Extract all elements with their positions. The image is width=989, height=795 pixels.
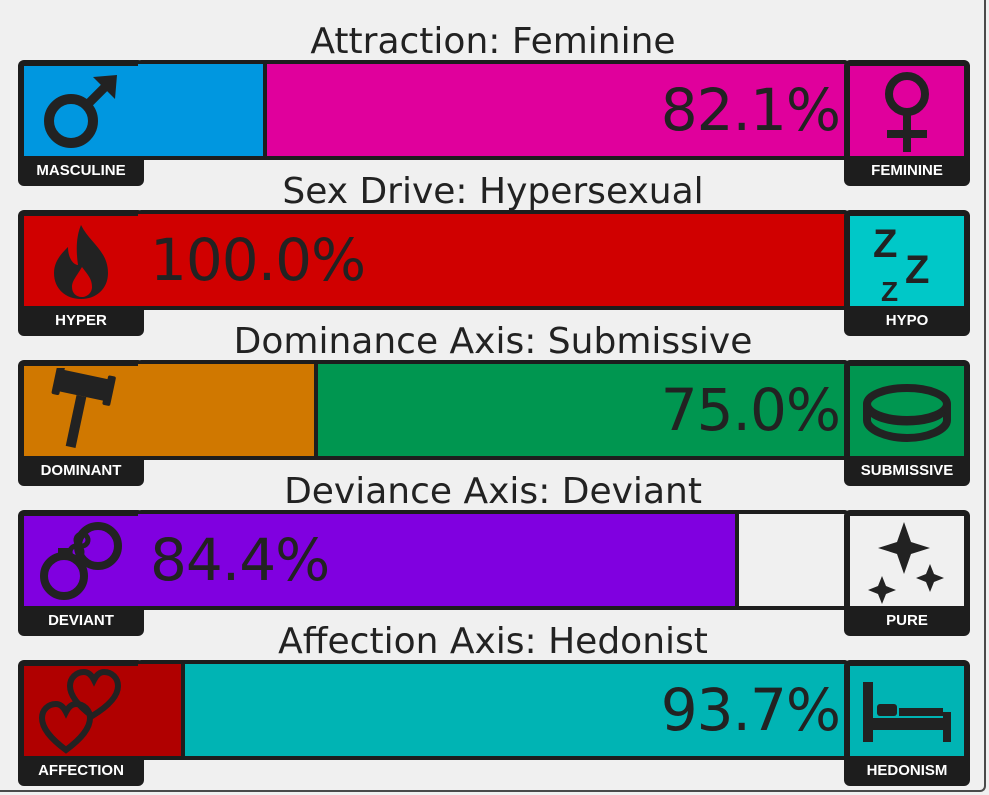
- axis-bar-track: 75.0%: [138, 364, 848, 456]
- right-badge-label: HYPO: [885, 312, 929, 329]
- right-fill: [737, 514, 848, 606]
- right-badge: SUBMISSIVE: [844, 360, 970, 486]
- left-badge-label: MASCULINE: [36, 162, 126, 179]
- right-fill: [182, 664, 848, 756]
- axis-row: Affection Axis: Hedonist AFFECTION 93.7%…: [18, 621, 970, 786]
- axis-percent: 75.0%: [660, 376, 841, 444]
- right-badge-label: FEMININE: [871, 162, 943, 179]
- gavel-icon: [24, 366, 138, 456]
- left-fill: [138, 364, 316, 456]
- axis-divider: [180, 664, 185, 756]
- axis-title: Sex Drive: Hypersexual: [282, 171, 704, 212]
- left-badge: DOMINANT: [18, 360, 144, 486]
- left-badge-label: HYPER: [55, 312, 107, 329]
- right-badge: HEDONISM: [844, 660, 970, 786]
- left-fill: [138, 664, 183, 756]
- axis-title: Affection Axis: Hedonist: [278, 621, 708, 662]
- right-fill: [315, 364, 848, 456]
- axis-divider: [263, 64, 268, 156]
- left-fill: [138, 214, 848, 306]
- axis-bar: 75.0%: [138, 360, 848, 460]
- male-symbol-icon: [24, 66, 138, 156]
- left-badge: HYPER: [18, 210, 144, 336]
- axis-bar-track: 84.4%: [138, 514, 848, 606]
- left-badge-label: DOMINANT: [40, 462, 122, 479]
- axis-percent: 100.0%: [150, 226, 366, 294]
- left-badge: MASCULINE: [18, 60, 144, 186]
- axis-bar-track: 100.0%: [138, 214, 848, 306]
- left-badge-label: DEVIANT: [48, 612, 114, 629]
- axis-bar: 82.1%: [138, 60, 848, 160]
- right-fill: [265, 64, 848, 156]
- axis-title: Deviance Axis: Deviant: [284, 471, 702, 512]
- female-symbol-icon: [850, 66, 964, 156]
- axis-bar: 93.7%: [138, 660, 848, 760]
- axis-row: Attraction: Feminine MASCULINE 82.1% FEM…: [18, 21, 970, 186]
- right-badge: PURE: [844, 510, 970, 636]
- sparkles-icon: [850, 516, 964, 606]
- axis-percent: 84.4%: [150, 526, 330, 594]
- axis-row: Dominance Axis: Submissive DOMINANT 75.0…: [18, 321, 970, 486]
- handcuffs-icon: [24, 516, 138, 606]
- axis-percent: 82.1%: [660, 76, 841, 144]
- axis-divider: [313, 364, 318, 456]
- collar-icon: [850, 366, 964, 456]
- left-badge-label: AFFECTION: [38, 762, 124, 779]
- axis-row: Deviance Axis: Deviant DEVIANT 84.4% PUR…: [18, 471, 970, 636]
- left-badge: DEVIANT: [18, 510, 144, 636]
- fire-icon: [24, 216, 138, 306]
- left-fill: [138, 64, 266, 156]
- bed-icon: [850, 666, 964, 756]
- svg-text:Z: Z: [905, 248, 929, 292]
- axis-bar-track: 82.1%: [138, 64, 848, 156]
- right-badge: FEMININE: [844, 60, 970, 186]
- axis-bar-track: 93.7%: [138, 664, 848, 756]
- left-badge: AFFECTION: [18, 660, 144, 786]
- axis-percent: 93.7%: [660, 676, 841, 744]
- right-badge-label: PURE: [886, 612, 928, 629]
- axis-bar: 84.4%: [138, 510, 848, 610]
- axis-title: Attraction: Feminine: [310, 21, 676, 62]
- axis-bar: 100.0%: [138, 210, 848, 310]
- left-fill: [138, 514, 738, 606]
- svg-text:Z: Z: [881, 276, 898, 301]
- right-badge-label: HEDONISM: [866, 762, 948, 779]
- right-badge-label: SUBMISSIVE: [860, 462, 954, 479]
- hearts-icon: [24, 666, 138, 756]
- axis-title: Dominance Axis: Submissive: [233, 321, 753, 362]
- axis-divider: [735, 514, 740, 606]
- svg-text:Z: Z: [873, 222, 897, 266]
